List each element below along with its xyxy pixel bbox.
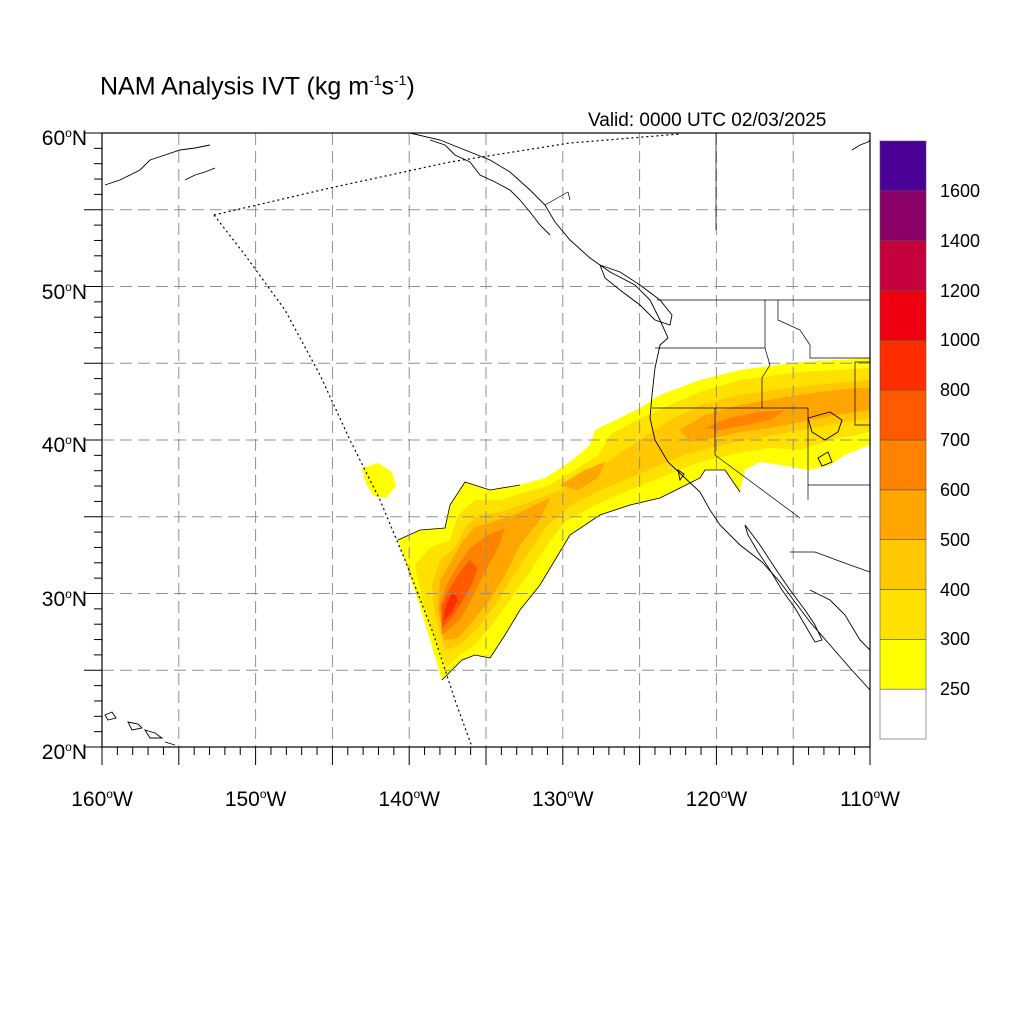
- graticule: [102, 133, 870, 747]
- ivt-boundary: [397, 469, 741, 681]
- domain-left-edge: [213, 214, 473, 747]
- lat-label: 50oN: [41, 279, 87, 304]
- baja-california: [744, 524, 823, 643]
- aleutian-2: [184, 167, 216, 181]
- plot-title: NAM Analysis IVT (kg m-1s-1): [100, 72, 415, 101]
- border-wy: [854, 361, 870, 426]
- axis-ticks: [84, 132, 871, 765]
- colorbar-box: [879, 489, 927, 540]
- lat-label: 40oN: [41, 433, 87, 457]
- lon-label: 130oW: [532, 787, 594, 811]
- ne-coast-snippet: [851, 139, 870, 151]
- vancouver-island: [599, 264, 673, 326]
- colorbar-box: [879, 688, 927, 740]
- colorbar-label: 250: [940, 679, 971, 700]
- colorbar-box: [879, 539, 927, 590]
- nam-domain-boundary: [213, 133, 681, 747]
- ivt-contour-600b: [705, 410, 785, 430]
- ivt-colorbar: [879, 140, 927, 740]
- ivt-contour-300: [415, 368, 870, 668]
- ivt-contour-800: [443, 592, 458, 622]
- hawaii: [104, 711, 176, 746]
- great-salt-lake: [807, 411, 843, 441]
- ivt-contour-500c: [560, 462, 605, 490]
- lon-label: 160oW: [71, 787, 133, 811]
- political-borders: [544, 133, 870, 573]
- gulf-coast-mexico: [809, 589, 870, 651]
- colorbar-label: 1000: [940, 330, 981, 351]
- border-nv-ca: [714, 408, 801, 519]
- border-mt-id: [777, 300, 870, 359]
- lon-label: 150oW: [224, 787, 287, 811]
- colorbar-box: [879, 589, 927, 640]
- colorbar-label: 500: [940, 529, 971, 550]
- colorbar-label: 600: [940, 479, 971, 500]
- coastline-alaska: [409, 133, 870, 691]
- colorbar-label: 1600: [940, 180, 981, 201]
- border-us-mexico: [790, 551, 870, 573]
- colorbar-label: 1400: [940, 230, 981, 251]
- colorbar-box: [879, 439, 927, 491]
- colorbar-label: 300: [940, 629, 971, 650]
- domain-top-edge: [213, 133, 681, 216]
- colorbar-label: 700: [940, 430, 971, 450]
- colorbar-box: [879, 190, 927, 241]
- border-idaho-west: [761, 300, 771, 408]
- lon-label: 140oW: [378, 787, 440, 811]
- aleutian-1: [104, 144, 211, 186]
- colorbar-box: [879, 290, 927, 341]
- colorbar-box: [879, 340, 927, 391]
- colorbar-label: 800: [940, 380, 971, 401]
- colorbar-label: 1200: [940, 280, 981, 301]
- reservoir: [817, 451, 833, 467]
- lat-label: 60oN: [41, 126, 87, 150]
- border-alaska-canada: [544, 191, 571, 206]
- lon-label: 110oW: [840, 787, 900, 811]
- colorbar-box: [879, 639, 927, 690]
- colorbar-label: 400: [940, 579, 971, 600]
- lat-label: 30oN: [41, 586, 87, 611]
- valid-time-label: Valid: 0000 UTC 02/03/2025: [588, 110, 827, 131]
- ivt-shading: [362, 358, 870, 681]
- colorbar-box: [879, 240, 927, 291]
- coastlines: [104, 133, 870, 746]
- ivt-blob-250: [362, 463, 396, 498]
- sf-bay: [677, 469, 685, 482]
- colorbar-box: [879, 389, 927, 441]
- lat-label: 20oN: [41, 740, 87, 764]
- coastline-bc-islands: [429, 139, 551, 236]
- colorbar-box: [879, 140, 927, 192]
- lon-label: 120oW: [685, 787, 748, 811]
